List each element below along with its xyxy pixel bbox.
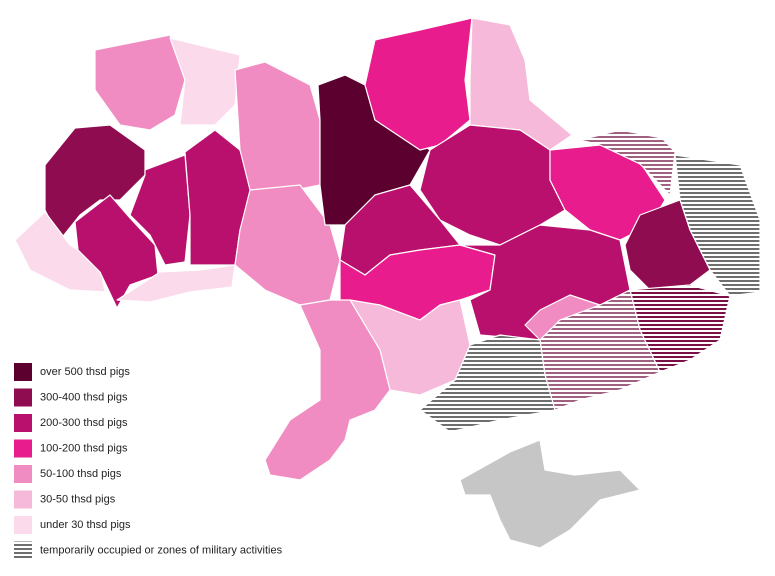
legend-label: over 500 thsd pigs — [40, 366, 130, 378]
legend-swatch — [14, 490, 32, 509]
legend-swatch — [14, 363, 32, 381]
legend-label: under 30 thsd pigs — [40, 519, 131, 531]
legend-label: 100-200 thsd pigs — [40, 442, 128, 454]
legend-label: 300-400 thsd pigs — [40, 391, 128, 403]
region — [579, 129, 676, 196]
region — [264, 299, 391, 481]
legend-label: 50-100 thsd pigs — [40, 468, 122, 480]
region — [116, 264, 236, 303]
legend-swatch — [14, 541, 32, 560]
legend-label: 200-300 thsd pigs — [40, 417, 128, 429]
legend-swatch — [14, 414, 32, 432]
region — [459, 439, 641, 549]
legend-swatch — [14, 439, 32, 458]
region — [364, 17, 473, 151]
regions — [14, 17, 761, 549]
legend-label: 30-50 thsd pigs — [40, 493, 116, 505]
region — [169, 37, 241, 126]
region — [234, 61, 321, 191]
legend: over 500 thsd pigs 300-400 thsd pigs 200-3… — [14, 363, 283, 560]
region — [419, 124, 566, 246]
legend-label: temporarily occupied or zones of militar… — [40, 544, 283, 556]
region — [469, 17, 573, 151]
legend-swatch — [14, 516, 32, 534]
legend-swatch — [14, 388, 32, 407]
region — [74, 194, 159, 309]
legend-swatch — [14, 465, 32, 483]
region — [94, 34, 186, 131]
